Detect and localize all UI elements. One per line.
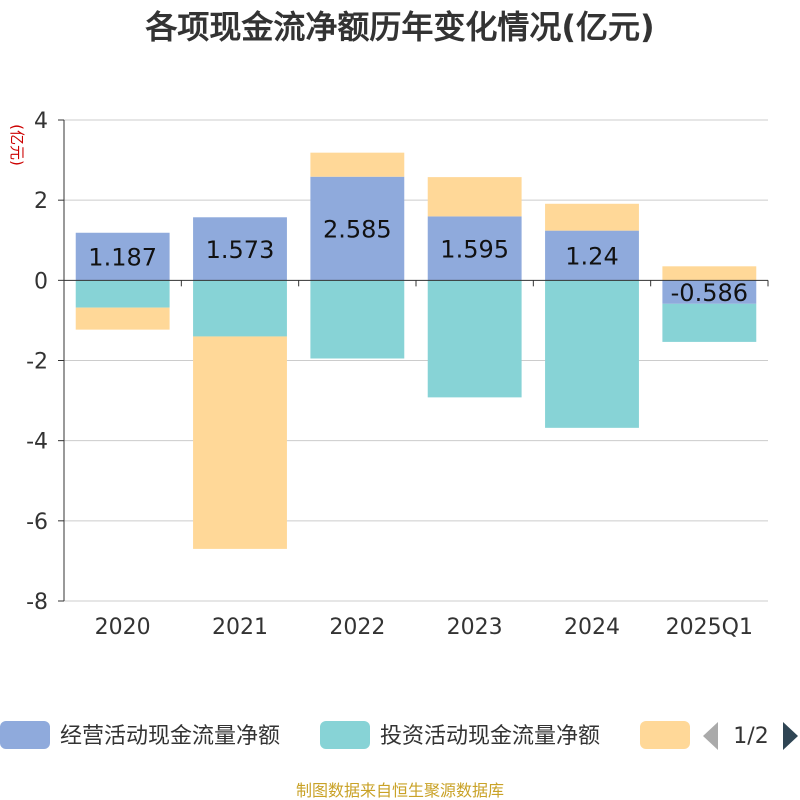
data-label: 2.585 — [323, 216, 392, 244]
y-tick-label: -4 — [26, 430, 48, 455]
legend-prev-icon[interactable] — [703, 722, 718, 750]
data-label: 1.187 — [88, 244, 157, 272]
data-label: 1.595 — [440, 235, 509, 263]
x-tick-label: 2025Q1 — [666, 615, 753, 640]
bar-2021-series-3 — [193, 336, 287, 549]
x-tick-label: 2024 — [564, 615, 620, 640]
legend-label-2[interactable]: 投资活动现金流量净额 — [380, 724, 600, 749]
legend-swatch-1[interactable] — [0, 721, 50, 749]
y-tick-label: 2 — [34, 189, 48, 214]
bar-2025Q1-series-3 — [662, 266, 757, 281]
bar-2021-series-2 — [193, 280, 287, 337]
bar-2024-series-3 — [545, 203, 639, 231]
y-tick-label: -2 — [26, 350, 48, 375]
legend-pager: 1/2 — [703, 722, 798, 750]
source-note: 制图数据来自恒生聚源数据库 — [296, 781, 504, 800]
legend-swatch-2[interactable] — [320, 721, 370, 749]
bar-2022-series-3 — [310, 152, 405, 177]
bar-2025Q1-series-2 — [662, 303, 757, 342]
data-label: 1.573 — [206, 236, 275, 264]
bar-2020-series-3 — [75, 307, 170, 330]
y-axis-label: (亿元) — [8, 124, 26, 166]
y-tick-label: -8 — [26, 590, 48, 615]
bar-2020-series-2 — [75, 280, 170, 308]
bar-2020-series-1 — [75, 232, 170, 281]
bar-2022-series-1 — [310, 176, 405, 281]
legend-page-indicator: 1/2 — [733, 724, 768, 749]
bar-2021-series-1 — [193, 217, 287, 281]
axes: 4 2 0 -2 -4 -6 -8 2020 2021 2022 2023 2024 2025Q1 — [26, 109, 769, 640]
legend-label-1[interactable]: 经营活动现金流量净额 — [60, 724, 280, 749]
y-tick-label: 0 — [34, 269, 48, 294]
data-label: -0.586 — [671, 279, 748, 307]
data-label: 1.24 — [565, 242, 618, 270]
bar-2023-series-2 — [427, 280, 522, 398]
bars — [75, 152, 757, 549]
x-tick-label: 2021 — [212, 615, 268, 640]
legend: 经营活动现金流量净额 投资活动现金流量净额 — [0, 721, 690, 749]
grid-lines — [64, 119, 768, 602]
x-tick-label: 2022 — [329, 615, 385, 640]
x-tick-label: 2020 — [95, 615, 151, 640]
legend-next-icon[interactable] — [783, 722, 798, 750]
bar-2025Q1-series-1 — [662, 280, 757, 304]
bar-2023-series-3 — [427, 177, 522, 217]
x-tick-label: 2023 — [447, 615, 503, 640]
bar-2024-series-2 — [545, 280, 639, 428]
data-labels: 1.187 1.573 2.585 1.595 1.24 -0.586 — [88, 216, 748, 308]
chart-title: 各项现金流净额历年变化情况(亿元) — [145, 8, 654, 46]
bar-2023-series-1 — [427, 216, 522, 281]
bar-2022-series-2 — [310, 280, 405, 359]
legend-swatch-3[interactable] — [640, 721, 690, 749]
y-tick-label: 4 — [34, 109, 48, 134]
y-tick-label: -6 — [26, 510, 48, 535]
bar-2024-series-1 — [545, 230, 639, 281]
